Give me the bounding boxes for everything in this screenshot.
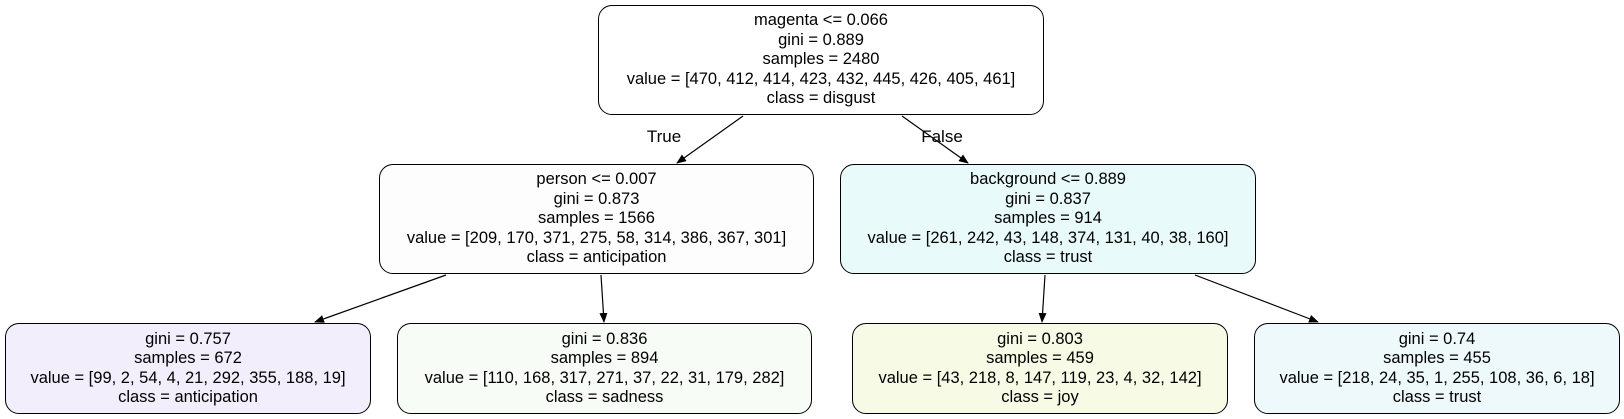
node-text-line: samples = 914 — [994, 209, 1102, 228]
edge-right-to-leaf4 — [1194, 274, 1319, 323]
edge-root-to-left — [676, 115, 744, 164]
edge-root-to-right — [901, 115, 969, 164]
node-text-line: background <= 0.889 — [970, 170, 1126, 189]
node-text-line: gini = 0.873 — [553, 189, 640, 208]
node-text-line: value = [470, 412, 414, 423, 432, 445, 4… — [626, 69, 1016, 88]
node-text-line: person <= 0.007 — [536, 170, 657, 189]
tree-node-leaf2: gini = 0.836 samples = 894 value = [110, 1… — [397, 323, 812, 414]
node-text-line: gini = 0.757 — [145, 329, 231, 348]
node-text-line: samples = 1566 — [538, 209, 655, 228]
node-text-line: gini = 0.74 — [1398, 329, 1476, 348]
node-text-line: samples = 2480 — [762, 50, 880, 69]
node-text-line: class = anticipation — [118, 388, 258, 406]
node-text-line: gini = 0.836 — [561, 329, 648, 348]
edge-label-true: True — [646, 127, 682, 146]
edge-label-false: False — [921, 127, 963, 146]
node-text-line: samples = 894 — [550, 349, 659, 367]
node-text-line: value = [110, 168, 317, 271, 37, 22, 31,… — [424, 368, 785, 387]
node-text-line: value = [43, 218, 8, 147, 119, 23, 4, 32… — [878, 368, 1202, 387]
tree-node-root: magenta <= 0.066 gini = 0.889 samples = 24… — [598, 5, 1044, 115]
node-text-line: samples = 672 — [134, 349, 242, 367]
node-text-line: value = [209, 170, 371, 275, 58, 314, 38… — [406, 228, 787, 247]
node-text-line: class = sadness — [545, 388, 664, 406]
tree-node-right: background <= 0.889 gini = 0.837 samples =… — [840, 164, 1256, 274]
node-text-line: samples = 459 — [986, 349, 1094, 367]
edge-right-to-leaf3 — [1038, 274, 1047, 323]
tree-node-leaf3: gini = 0.803 samples = 459 value = [43, 21… — [852, 323, 1228, 414]
edge-left-to-leaf2 — [599, 274, 608, 323]
node-text-line: class = trust — [1392, 388, 1482, 406]
node-text-line: magenta <= 0.066 — [754, 11, 888, 30]
node-text-line: class = anticipation — [526, 248, 667, 267]
node-text-line: value = [99, 2, 54, 4, 21, 292, 355, 188… — [30, 368, 346, 387]
node-text-line: class = joy — [1001, 388, 1079, 406]
node-text-line: class = trust — [1003, 248, 1093, 267]
node-text-line: value = [218, 24, 35, 1, 255, 108, 36, 6… — [1279, 368, 1595, 387]
tree-node-leaf4: gini = 0.74 samples = 455 value = [218, 24… — [1254, 323, 1620, 414]
tree-node-leaf1: gini = 0.757 samples = 672 value = [99, 2,… — [5, 323, 371, 414]
node-text-line: samples = 455 — [1383, 349, 1491, 367]
edge-left-to-leaf1 — [314, 274, 447, 323]
tree-node-left: person <= 0.007 gini = 0.873 samples = 156… — [379, 164, 814, 274]
node-text-line: value = [261, 242, 43, 148, 374, 131, 40… — [867, 228, 1229, 247]
node-text-line: class = disgust — [766, 89, 876, 108]
node-text-line: gini = 0.889 — [778, 30, 864, 49]
node-text-line: gini = 0.837 — [1005, 189, 1091, 208]
node-text-line: gini = 0.803 — [997, 329, 1083, 348]
